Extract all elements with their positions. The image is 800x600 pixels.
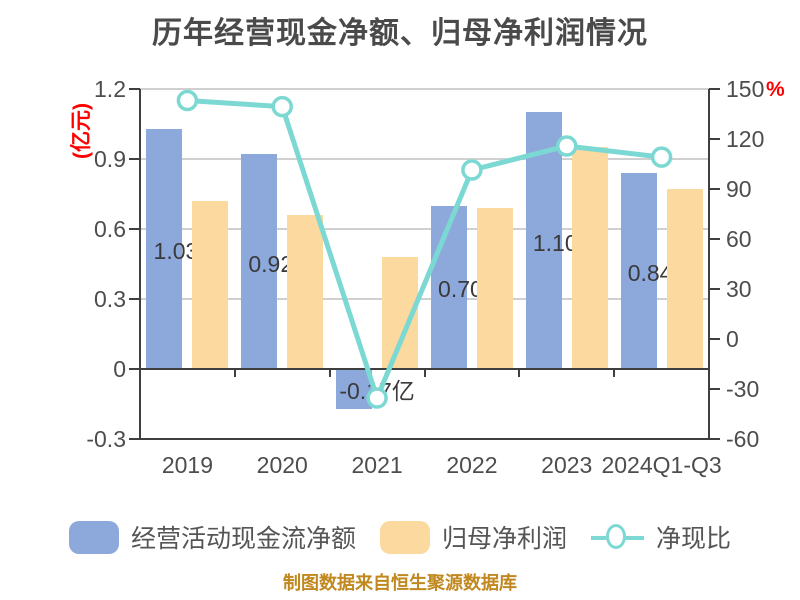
left-axis-tick [129, 298, 140, 300]
right-axis-tick-label: 60 [726, 226, 752, 252]
left-axis-tick [129, 438, 140, 440]
right-axis-tick-label: 90 [726, 176, 752, 202]
right-axis-line [708, 89, 710, 439]
x-axis-tick [328, 369, 331, 377]
x-tick-label-2024Q1-Q3: 2024Q1-Q3 [601, 452, 722, 478]
left-axis-tick [129, 228, 140, 230]
bar-cashflow-2019 [146, 128, 183, 369]
right-axis-unit-label: % [766, 78, 785, 101]
left-axis-tick-label: 0.3 [94, 286, 126, 312]
left-axis-tick-label: 0 [113, 356, 126, 382]
legend-swatch-cashflow [68, 520, 119, 554]
legend-item-cashflow: 经营活动现金流净额 [68, 519, 356, 555]
right-axis-tick-label: 120 [726, 126, 765, 152]
right-axis-tick [709, 238, 720, 240]
right-axis-tick [709, 388, 720, 390]
x-axis-tick [613, 369, 616, 377]
x-tick-label-2022: 2022 [446, 452, 498, 478]
legend-item-ratio: 净现比 [591, 519, 731, 555]
x-tick-label-2023: 2023 [541, 452, 593, 478]
right-axis-tick [709, 438, 720, 440]
legend-label-ratio: 净现比 [656, 525, 732, 553]
ratio-marker-2022 [461, 159, 483, 181]
x-tick-label-2021: 2021 [351, 452, 403, 478]
x-tick-label-2019: 2019 [161, 452, 213, 478]
bar-profit-2022 [476, 208, 513, 369]
legend: 经营活动现金流净额 归母净利润 净现比 [0, 514, 800, 560]
chart-title: 历年经营现金净额、归母净利润情况 [152, 17, 648, 50]
right-axis-tick [709, 338, 720, 340]
plot-bottom-border [140, 438, 709, 440]
right-axis-tick [709, 138, 720, 140]
bar-profit-2024Q1-Q3 [666, 189, 703, 369]
left-axis-tick-label: -0.3 [86, 426, 126, 452]
right-axis-tick-label: 30 [726, 276, 752, 302]
right-axis-tick-label: 0 [726, 326, 739, 352]
right-axis-tick [709, 88, 720, 90]
legend-circle-marker-icon [606, 523, 626, 549]
right-axis-tick [709, 188, 720, 190]
gridline [140, 88, 709, 90]
gridline [140, 158, 709, 160]
bar-profit-2019 [192, 201, 229, 369]
left-axis-tick [129, 88, 140, 90]
right-axis-tick-label: -60 [726, 426, 760, 452]
x-axis-tick [518, 369, 521, 377]
left-axis-tick-label: 0.6 [94, 216, 126, 242]
right-axis-tick [709, 288, 720, 290]
left-axis-tick-label: 1.2 [94, 76, 126, 102]
left-axis-tick [129, 368, 140, 370]
legend-line-marker-icon [591, 521, 644, 554]
legend-item-profit: 归母净利润 [379, 519, 567, 555]
source-note: 制图数据来自恒生聚源数据库 [283, 573, 517, 593]
legend-label-cashflow: 经营活动现金流净额 [130, 525, 356, 553]
x-tick-label-2020: 2020 [256, 452, 308, 478]
left-axis-line [139, 89, 141, 439]
x-axis-tick [233, 369, 236, 377]
x-axis-tick [423, 369, 426, 377]
left-axis-tick [129, 158, 140, 160]
ratio-marker-2019 [176, 89, 199, 112]
bar-label-2021: -0.17亿 [339, 377, 415, 404]
ratio-marker-2020 [271, 95, 293, 118]
right-axis-tick-label: 150 [726, 76, 765, 102]
bar-profit-2023 [571, 147, 608, 369]
legend-label-profit: 归母净利润 [441, 525, 567, 553]
bar-profit-2021 [382, 257, 419, 369]
left-axis-tick-label: 0.9 [94, 146, 126, 172]
bar-profit-2020 [287, 215, 324, 369]
right-axis-tick-label: -30 [726, 376, 760, 402]
legend-swatch-profit [379, 520, 430, 554]
